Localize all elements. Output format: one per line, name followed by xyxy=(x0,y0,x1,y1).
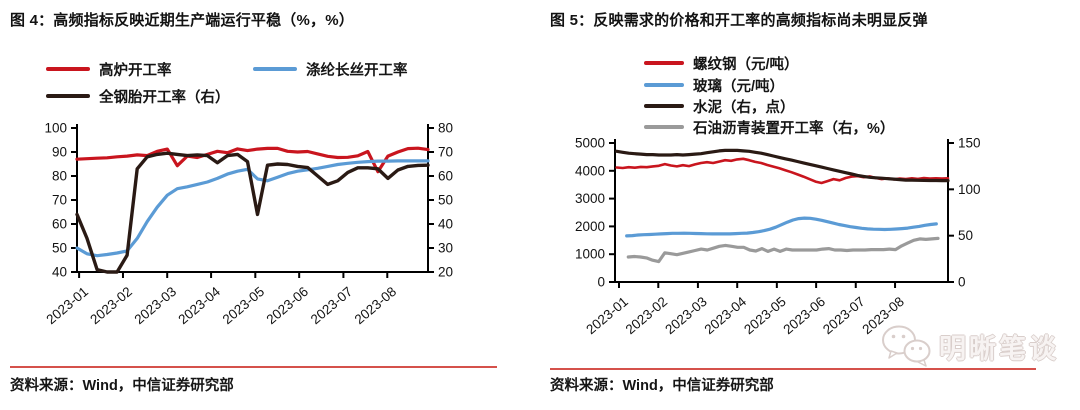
series-line-2 xyxy=(75,151,430,274)
x-tick-label: 2023-01 xyxy=(583,294,631,337)
y-tick-label-right: 50 xyxy=(958,228,973,243)
y-tick-label-left: 0 xyxy=(597,275,605,290)
y-tick-label-right: 80 xyxy=(438,121,453,136)
legend-swatch-gray xyxy=(644,125,684,129)
legend-item-glass: 玻璃（元/吨） xyxy=(644,76,785,95)
legend-item-polyester-filament: 涤纶长丝开工率 xyxy=(253,60,408,79)
x-tick-label: 2023-03 xyxy=(662,294,710,337)
y-tick-label-left: 4000 xyxy=(575,163,605,178)
y-tick-label-left: 100 xyxy=(44,121,67,136)
y-tick-label-left: 90 xyxy=(52,145,67,160)
legend-label: 涤纶长丝开工率 xyxy=(306,62,408,79)
y-tick-label-left: 50 xyxy=(52,241,67,256)
x-tick-label: 2023-06 xyxy=(780,294,828,337)
legend-swatch-red xyxy=(46,67,90,71)
x-tick-label: 2023-08 xyxy=(859,294,907,337)
legend-label: 高炉开工率 xyxy=(99,62,172,79)
legend-swatch-dark xyxy=(46,94,90,98)
y-tick-label-left: 1000 xyxy=(575,247,605,262)
y-tick-label-right: 30 xyxy=(438,241,453,256)
y-tick-label-right: 70 xyxy=(438,145,453,160)
y-tick-label-left: 80 xyxy=(52,169,67,184)
figure-5-line-chart: 5000400030002000100001501005002023-01202… xyxy=(575,136,981,338)
series-line-1 xyxy=(625,216,938,238)
legend-swatch-blue xyxy=(644,83,684,87)
y-tick-label-left: 60 xyxy=(52,217,67,232)
legend-label: 全钢胎开工率（右） xyxy=(99,89,230,106)
x-tick-label: 2023-04 xyxy=(175,283,223,327)
legend-swatch-red xyxy=(644,61,684,65)
y-tick-label-left: 5000 xyxy=(575,136,605,151)
legend-item-blast-furnace: 高炉开工率 xyxy=(46,60,172,79)
legend-swatch-dark xyxy=(644,104,684,108)
y-tick-label-right: 0 xyxy=(958,275,966,290)
y-tick-label-left: 2000 xyxy=(575,219,605,234)
series-line-0 xyxy=(75,146,430,174)
y-tick-label-right: 40 xyxy=(438,217,453,232)
source-divider-line xyxy=(550,368,1036,370)
legend-label: 螺纹钢（元/吨） xyxy=(693,56,799,73)
y-tick-label-left: 3000 xyxy=(575,191,605,206)
figure-4-panel: 图 4：高频指标反映近期生产端运行平稳（%，%） 高炉开工率 涤纶长丝开工率 全… xyxy=(10,12,497,394)
x-tick-label: 2023-05 xyxy=(741,294,789,337)
x-tick-label: 2023-02 xyxy=(87,284,135,327)
figure-4-source: 资料来源：Wind，中信证券研究部 xyxy=(10,378,234,394)
legend-label: 玻璃（元/吨） xyxy=(693,78,785,95)
x-tick-label: 2023-02 xyxy=(623,294,671,337)
figure-4-line-chart: 100908070605040807060504030202023-012023… xyxy=(43,121,453,328)
x-tick-label: 2023-06 xyxy=(264,284,312,327)
y-tick-label-right: 50 xyxy=(438,193,453,208)
legend-label: 水泥（右，点） xyxy=(693,99,795,116)
legend-item-asphalt-operating-rate: 石油沥青装置开工率（右，%） xyxy=(644,118,895,137)
figure-4-title: 图 4：高频指标反映近期生产端运行平稳（%，%） xyxy=(10,12,354,29)
legend-item-tire-operating-rate: 全钢胎开工率（右） xyxy=(46,87,230,106)
figure-5-source: 资料来源：Wind，中信证券研究部 xyxy=(550,378,774,394)
y-tick-label-right: 150 xyxy=(958,136,981,151)
x-tick-label: 2023-08 xyxy=(352,284,400,327)
figure-5-title: 图 5：反映需求的价格和开工率的高频指标尚未明显反弹 xyxy=(550,12,928,29)
legend-item-cement: 水泥（右，点） xyxy=(644,97,795,116)
x-tick-label: 2023-04 xyxy=(702,293,750,337)
x-tick-label: 2023-07 xyxy=(820,294,868,337)
source-divider-line xyxy=(10,366,497,368)
series-line-2 xyxy=(615,148,950,183)
legend-item-rebar: 螺纹钢（元/吨） xyxy=(644,54,799,73)
y-tick-label-right: 60 xyxy=(438,169,453,184)
legend-swatch-blue xyxy=(253,67,297,71)
y-tick-label-right: 20 xyxy=(438,265,453,280)
y-tick-label-right: 100 xyxy=(958,182,981,197)
x-tick-label: 2023-03 xyxy=(132,284,180,327)
x-tick-label: 2023-01 xyxy=(43,284,91,327)
y-tick-label-left: 40 xyxy=(52,265,67,280)
x-tick-label: 2023-07 xyxy=(308,284,356,327)
figure-5-panel: 图 5：反映需求的价格和开工率的高频指标尚未明显反弹 螺纹钢（元/吨） 玻璃（元… xyxy=(540,0,1080,410)
series-line-3 xyxy=(626,236,940,264)
legend-label: 石油沥青装置开工率（右，%） xyxy=(693,120,895,137)
y-tick-label-left: 70 xyxy=(52,193,67,208)
x-tick-label: 2023-05 xyxy=(220,284,268,327)
series-line-1 xyxy=(75,159,430,258)
